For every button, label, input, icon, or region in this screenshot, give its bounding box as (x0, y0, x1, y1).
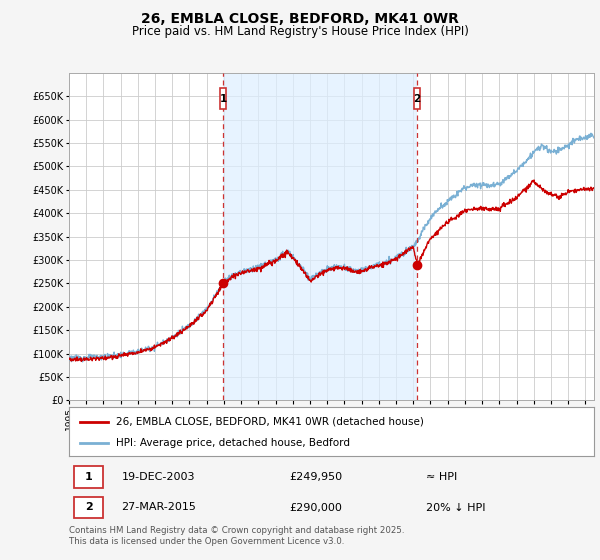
Text: £249,950: £249,950 (290, 472, 343, 482)
FancyBboxPatch shape (74, 497, 103, 519)
Text: Price paid vs. HM Land Registry's House Price Index (HPI): Price paid vs. HM Land Registry's House … (131, 25, 469, 38)
Text: 20% ↓ HPI: 20% ↓ HPI (426, 502, 485, 512)
Text: 1: 1 (220, 94, 227, 104)
Text: HPI: Average price, detached house, Bedford: HPI: Average price, detached house, Bedf… (116, 437, 350, 447)
FancyBboxPatch shape (220, 88, 226, 109)
FancyBboxPatch shape (414, 88, 420, 109)
Text: 27-MAR-2015: 27-MAR-2015 (121, 502, 196, 512)
Text: 2: 2 (85, 502, 92, 512)
Text: 19-DEC-2003: 19-DEC-2003 (121, 472, 195, 482)
Text: 1: 1 (85, 472, 92, 482)
Text: 2: 2 (413, 94, 421, 104)
Text: ≈ HPI: ≈ HPI (426, 472, 457, 482)
FancyBboxPatch shape (74, 466, 103, 488)
Text: 26, EMBLA CLOSE, BEDFORD, MK41 0WR (detached house): 26, EMBLA CLOSE, BEDFORD, MK41 0WR (deta… (116, 417, 424, 427)
Text: £290,000: £290,000 (290, 502, 343, 512)
Text: Contains HM Land Registry data © Crown copyright and database right 2025.
This d: Contains HM Land Registry data © Crown c… (69, 526, 404, 546)
Bar (223, 73, 417, 400)
Text: 26, EMBLA CLOSE, BEDFORD, MK41 0WR: 26, EMBLA CLOSE, BEDFORD, MK41 0WR (141, 12, 459, 26)
